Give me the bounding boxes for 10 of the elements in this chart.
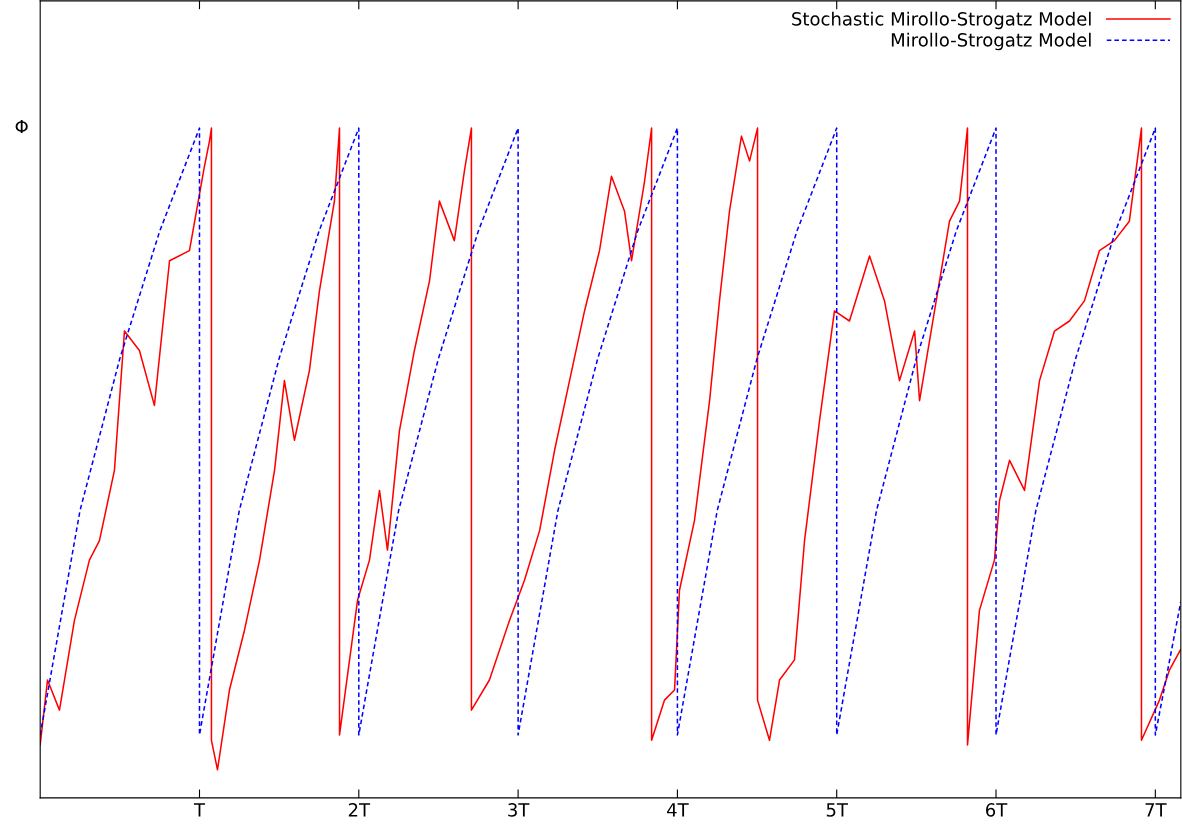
x-tick-label: T [193, 803, 206, 817]
legend-label: Mirollo-Strogatz Model [891, 32, 1091, 51]
x-tick-label: 7T [1145, 803, 1167, 817]
text: Φ [15, 119, 28, 134]
legend-label: Stochastic Mirollo-Strogatz Model [792, 11, 1091, 30]
x-tick-label: 4T [667, 803, 689, 817]
x-tick-label: 2T [348, 803, 371, 817]
x-tick-label: 3T [508, 803, 530, 817]
x-tick-label: 6T [986, 803, 1008, 817]
x-tick-label: 5T [826, 803, 849, 817]
